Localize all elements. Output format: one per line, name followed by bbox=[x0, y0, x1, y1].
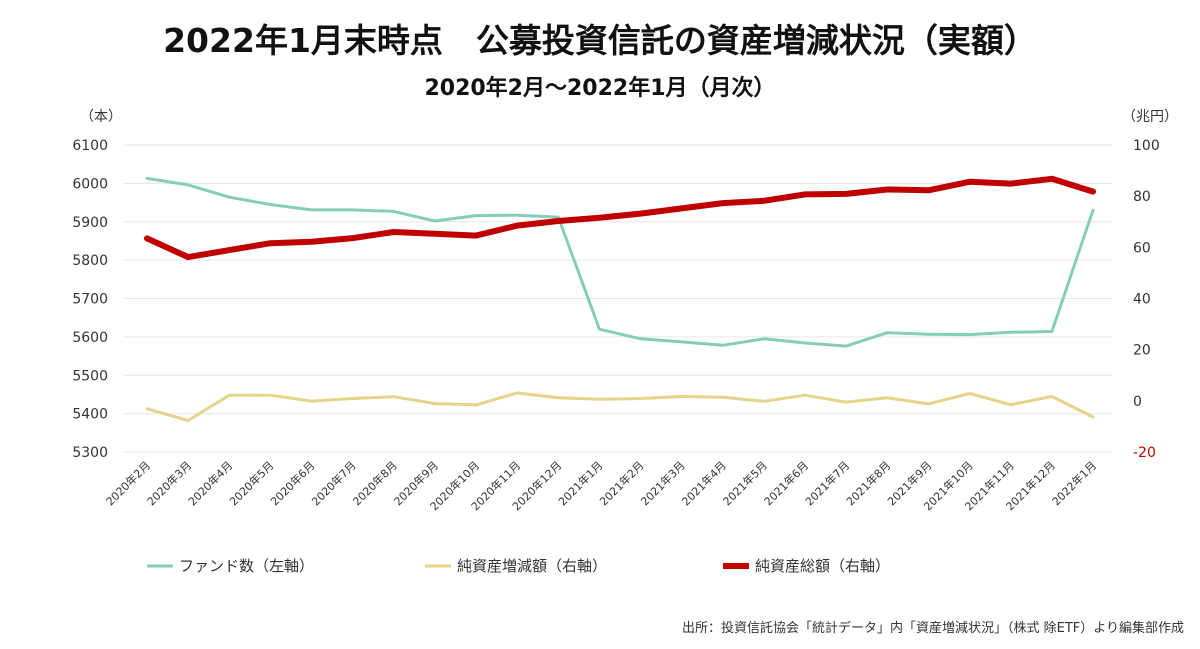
grid-lines bbox=[124, 144, 1112, 453]
left-axis-unit: （本） bbox=[80, 109, 122, 125]
right-tick-label: 100 bbox=[1133, 138, 1160, 154]
chart-title: 2022年1月末時点 公募投資信託の資産増減状況（実額） bbox=[163, 21, 1037, 60]
right-tick-label: 60 bbox=[1133, 240, 1151, 256]
source-note: 出所：投資信託協会「統計データ」内「資産増減状況」（株式 除ETF）より編集部作… bbox=[681, 621, 1184, 636]
legend-label: 純資産総額（右軸） bbox=[755, 557, 890, 575]
legend-label: 純資産増減額（右軸） bbox=[457, 557, 607, 575]
left-axis-ticks: 5300 5400 5500 5600 5700 5800 5900 6000 6100 bbox=[72, 138, 108, 461]
left-tick-label: 5600 bbox=[72, 330, 108, 346]
right-axis-unit: （兆円） bbox=[1122, 109, 1178, 125]
right-tick-label: -20 bbox=[1133, 445, 1156, 461]
legend-label: ファンド数（左軸） bbox=[179, 557, 314, 575]
right-tick-label: 20 bbox=[1133, 343, 1151, 359]
series-line-3 bbox=[144, 175, 1096, 261]
chart-subtitle: 2020年2月～2022年1月（月次） bbox=[424, 76, 776, 101]
left-tick-label: 5800 bbox=[72, 253, 108, 269]
right-tick-label: 0 bbox=[1133, 394, 1142, 410]
series-line-2 bbox=[145, 391, 1095, 422]
right-tick-label: 80 bbox=[1133, 189, 1151, 205]
left-tick-label: 5300 bbox=[72, 445, 108, 461]
left-tick-label: 5900 bbox=[72, 215, 108, 231]
left-tick-label: 5700 bbox=[72, 292, 108, 308]
x-axis-ticks: 2020年2月2020年3月2020年4月2020年5月2020年6月2020年… bbox=[103, 458, 1099, 513]
left-tick-label: 6100 bbox=[72, 138, 108, 154]
left-tick-label: 6000 bbox=[72, 176, 108, 192]
series-line-1 bbox=[145, 176, 1095, 348]
legend: ファンド数（左軸） 純資産増減額（右軸） 純資産総額（右軸） bbox=[147, 557, 890, 575]
left-tick-label: 5400 bbox=[72, 407, 108, 423]
right-axis-ticks: -20 0 20 40 60 80 100 bbox=[1133, 138, 1160, 461]
x-tick-label: 2022年1月 bbox=[1049, 458, 1099, 508]
series-lines bbox=[144, 175, 1096, 422]
left-tick-label: 5500 bbox=[72, 368, 108, 384]
right-tick-label: 40 bbox=[1133, 292, 1151, 308]
